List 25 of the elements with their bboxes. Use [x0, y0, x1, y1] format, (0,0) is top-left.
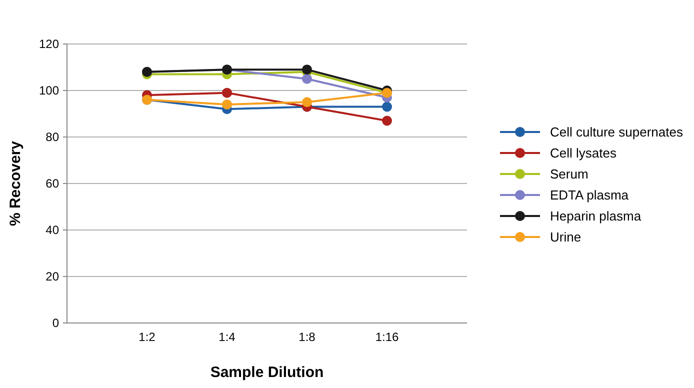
point: [382, 102, 392, 112]
point: [382, 116, 392, 126]
legend-label: EDTA plasma: [550, 188, 630, 203]
legend-label: Cell culture supernates: [550, 124, 684, 140]
x-tick-label: 1:2: [138, 330, 156, 344]
y-tick-label: 80: [46, 130, 60, 144]
point: [302, 74, 312, 84]
y-tick-label: 100: [38, 84, 60, 98]
legend-label: Serum: [550, 166, 588, 182]
legend-label: Urine: [550, 230, 582, 245]
point: [222, 99, 232, 110]
point: [302, 97, 312, 108]
y-tick-label: 60: [46, 176, 60, 191]
y-axis-title: % Recovery: [7, 140, 24, 226]
y-tick-label: 120: [38, 37, 60, 52]
y-tick-label: 40: [46, 223, 60, 238]
x-tick-label: 1:8: [298, 330, 316, 344]
y-tick-label: 0: [52, 316, 60, 330]
x-tick-label: 1:4: [218, 330, 236, 344]
x-tick-label: 1:16: [375, 330, 399, 344]
x-axis-title: Sample Dilution: [210, 364, 324, 381]
point: [222, 88, 232, 98]
legend-label: Cell lysates: [550, 146, 617, 161]
legend-label: Heparin plasma: [550, 208, 642, 224]
y-tick-label: 20: [46, 270, 60, 284]
